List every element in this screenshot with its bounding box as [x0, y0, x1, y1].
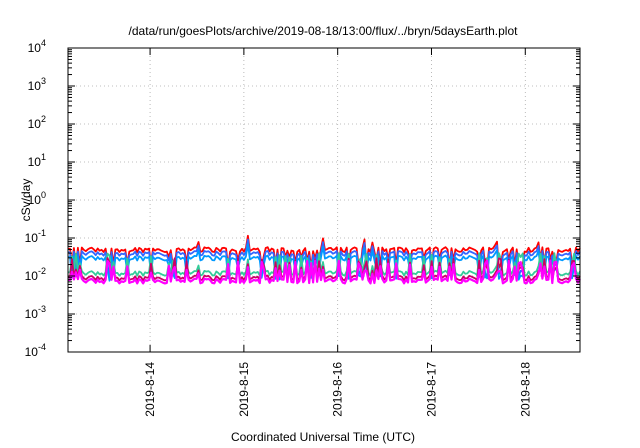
series-group	[67, 234, 581, 285]
x-tick-label: 2019-8-18	[518, 362, 532, 417]
x-axis-label: Coordinated Universal Time (UTC)	[231, 430, 415, 444]
y-tick-base: 10	[28, 41, 42, 55]
y-tick-label: 10-4	[25, 342, 46, 359]
y-tick-base: 10	[25, 345, 39, 359]
y-tick-base: 10	[25, 269, 39, 283]
y-tick-exponent: 2	[41, 114, 46, 124]
x-tick-label: 2019-8-15	[237, 362, 251, 417]
y-axis-label: cSv/day	[19, 179, 33, 222]
y-tick-exponent: 0	[41, 190, 46, 200]
grid-lines	[68, 48, 580, 352]
y-tick-base: 10	[28, 117, 42, 131]
y-tick-exponent: -1	[38, 228, 46, 238]
y-tick-exponent: -4	[38, 342, 46, 352]
series-line	[67, 259, 581, 285]
y-tick-label: 101	[28, 152, 46, 169]
y-tick-label: 102	[28, 114, 46, 131]
y-tick-exponent: 1	[41, 152, 46, 162]
y-tick-label: 103	[28, 76, 46, 93]
x-tick-label: 2019-8-14	[143, 362, 157, 417]
series-line	[67, 243, 581, 282]
y-tick-label: 10-3	[25, 304, 46, 321]
y-tick-exponent: -3	[38, 304, 46, 314]
y-tick-exponent: 3	[41, 76, 46, 86]
x-axis: 2019-8-14 2019-8-15 2019-8-16 2019-8-17 2019…	[143, 48, 532, 417]
y-tick-base: 10	[25, 231, 39, 245]
chart-title: /data/run/goesPlots/archive/2019-08-18/1…	[129, 24, 519, 38]
y-tick-exponent: 4	[41, 38, 46, 48]
x-tick-label: 2019-8-17	[424, 362, 438, 417]
y-tick-base: 10	[28, 79, 42, 93]
y-tick-base: 10	[28, 193, 42, 207]
y-tick-label: 100	[28, 190, 46, 207]
y-tick-exponent: -2	[38, 266, 46, 276]
y-tick-label: 10-2	[25, 266, 46, 283]
y-tick-label: 10-1	[25, 228, 46, 245]
y-tick-base: 10	[25, 307, 39, 321]
x-tick-label: 2019-8-16	[331, 362, 345, 417]
y-tick-label: 104	[28, 38, 46, 55]
y-tick-base: 10	[28, 155, 42, 169]
